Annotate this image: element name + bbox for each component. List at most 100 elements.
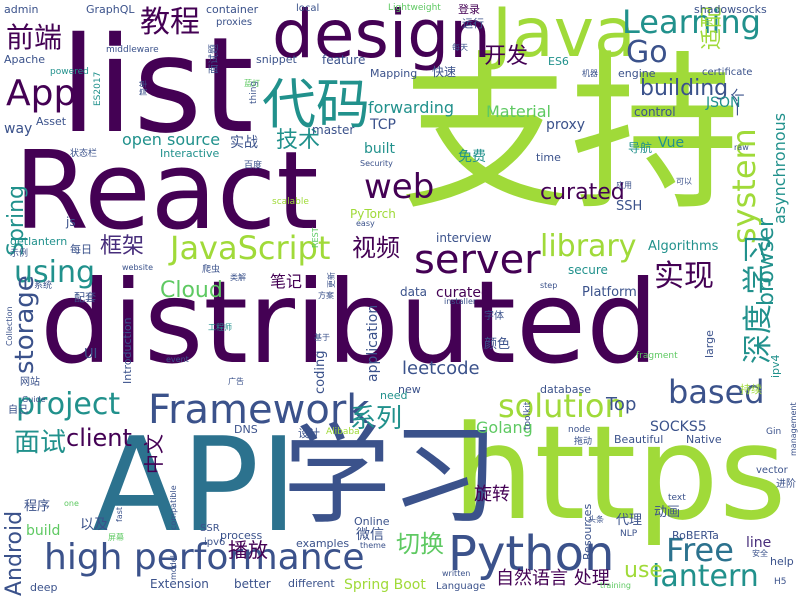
word-built: built xyxy=(364,141,396,157)
word-top: Top xyxy=(606,394,637,415)
word-chinese-zh: 中文 xyxy=(142,434,166,474)
word-system-zh: 系统 xyxy=(34,281,53,291)
word-go: Go xyxy=(626,35,668,70)
word-extension: Extension xyxy=(150,577,209,591)
word-pytorch: PyTorch xyxy=(350,207,396,221)
word-guide: Guide xyxy=(22,395,46,404)
word-nav-zh: 导航 xyxy=(628,141,653,155)
word-design-zh: 设计 xyxy=(298,427,320,440)
word-easy: easy xyxy=(356,219,375,228)
word-example-zh: 示例 xyxy=(10,249,29,259)
word-browser: browser xyxy=(754,217,779,306)
word-leetcode: leetcode xyxy=(402,358,480,379)
word-line: line xyxy=(746,535,772,551)
word-design: design xyxy=(272,0,491,73)
word-asynchronous: asynchronous xyxy=(770,112,789,224)
word-login-zh: 登录 xyxy=(458,3,480,16)
word-font-zh: 字体 xyxy=(484,311,504,322)
word-roberta: RoBERTa xyxy=(672,529,719,542)
word-ad-zh: 广告 xyxy=(228,377,244,386)
word-build: build xyxy=(26,523,61,539)
word-ipv6: ipv6 xyxy=(204,537,226,548)
word-can-zh: 可以 xyxy=(676,177,692,186)
word-tutorial-zh: 教程 xyxy=(140,5,200,40)
word-vue: Vue xyxy=(658,135,685,151)
word-interview-questions-zh: 面试题 xyxy=(209,44,220,74)
word-free: Free xyxy=(666,531,734,569)
word-way: way xyxy=(4,121,33,137)
word-support-zh: 支持 xyxy=(400,36,741,234)
word-json: JSON xyxy=(706,95,741,111)
word-plan-zh: 方案 xyxy=(318,291,334,300)
word-apache: Apache xyxy=(4,53,46,66)
word-interview-zh: 面试 xyxy=(14,428,67,458)
word-time: time xyxy=(536,151,561,164)
word-wechat-zh: 微信 xyxy=(356,527,384,543)
word-alibaba: Alibaba xyxy=(326,427,360,437)
word-frontend-zh: 前端 xyxy=(6,21,63,54)
word-advanced-zh: 进阶 xyxy=(776,479,796,490)
word-project: project xyxy=(16,387,121,422)
word-notes-zh: 笔记 xyxy=(270,272,303,291)
word-resources: Resources xyxy=(581,503,594,560)
word-framework-zh: 框架 xyxy=(100,234,145,259)
word-training: training xyxy=(600,581,631,590)
word-switch-zh: 切换 xyxy=(396,530,444,558)
word-implement-zh: 实现 xyxy=(654,259,714,294)
word-feature: feature xyxy=(322,53,366,67)
word-getlantern: getlantern xyxy=(10,235,68,248)
word-curated-small: curated xyxy=(436,285,490,301)
word-run-zh: 运行 xyxy=(462,17,484,30)
word-free-zh: 免费 xyxy=(458,149,486,165)
word-and-zh: 以及 xyxy=(80,517,108,533)
word-local: local xyxy=(296,3,320,14)
word-toolkit: toolkit xyxy=(523,401,533,430)
word-ssh: SSH xyxy=(616,199,643,214)
word-program-zh: 程序 xyxy=(24,499,51,514)
word-cloud: Cloud xyxy=(160,278,223,303)
word-native: Native xyxy=(686,433,722,446)
word-baidu-zh: 百度 xyxy=(244,161,263,171)
word-different: different xyxy=(288,577,335,590)
word-tcp: TCP xyxy=(370,117,396,133)
word-safety-zh: 安全 xyxy=(752,549,768,558)
word-collection: Collection xyxy=(5,306,14,346)
word-engine: engine xyxy=(618,67,656,80)
word-application: application xyxy=(365,304,381,382)
word-proxies: proxies xyxy=(216,17,253,28)
word-daily-zh: 每日 xyxy=(70,243,92,256)
word-installer: installer xyxy=(444,297,477,306)
word-based-zh: 基于 xyxy=(314,333,330,342)
word-javascript: JavaScript xyxy=(170,229,331,267)
word-screen-zh: 屏幕 xyxy=(108,533,124,542)
word-asset: Asset xyxy=(36,115,67,128)
word-spring-boot: Spring Boot xyxy=(344,577,426,593)
word-everyday-zh: 每天 xyxy=(452,43,468,52)
word-https: https xyxy=(452,397,787,549)
word-es6: ES6 xyxy=(548,55,569,68)
word-client: client xyxy=(66,424,132,452)
word-admin: admin xyxy=(4,3,39,16)
word-event: event xyxy=(166,355,189,364)
word-library: library xyxy=(540,229,637,264)
word-database: database xyxy=(540,383,591,396)
word-deep: deep xyxy=(30,581,58,594)
word-tech-zh: 技术 xyxy=(276,128,321,153)
word-nlp-zh: 自然语言 处理 xyxy=(496,568,610,589)
word-large: large xyxy=(703,330,716,358)
word-fast: fast xyxy=(115,506,124,522)
word-platform: Platform xyxy=(582,285,637,300)
word-study-zh: 学习 xyxy=(283,414,500,539)
word-fragment: fragment xyxy=(636,351,678,361)
word-app: App xyxy=(6,73,77,114)
word-material: Material xyxy=(486,102,551,121)
word-engineer-zh: 工程师 xyxy=(208,323,232,332)
word-socks5: SOCKS5 xyxy=(650,419,707,435)
word-develop-zh: 开发 xyxy=(484,44,529,69)
word-crawler-zh: 爬虫 xyxy=(202,265,221,275)
word-master: master xyxy=(312,123,355,137)
word-server: server xyxy=(414,237,541,283)
word-written: written xyxy=(442,569,471,578)
word-proxy: proxy xyxy=(546,117,586,133)
word-series-zh: 系列 xyxy=(350,404,403,434)
